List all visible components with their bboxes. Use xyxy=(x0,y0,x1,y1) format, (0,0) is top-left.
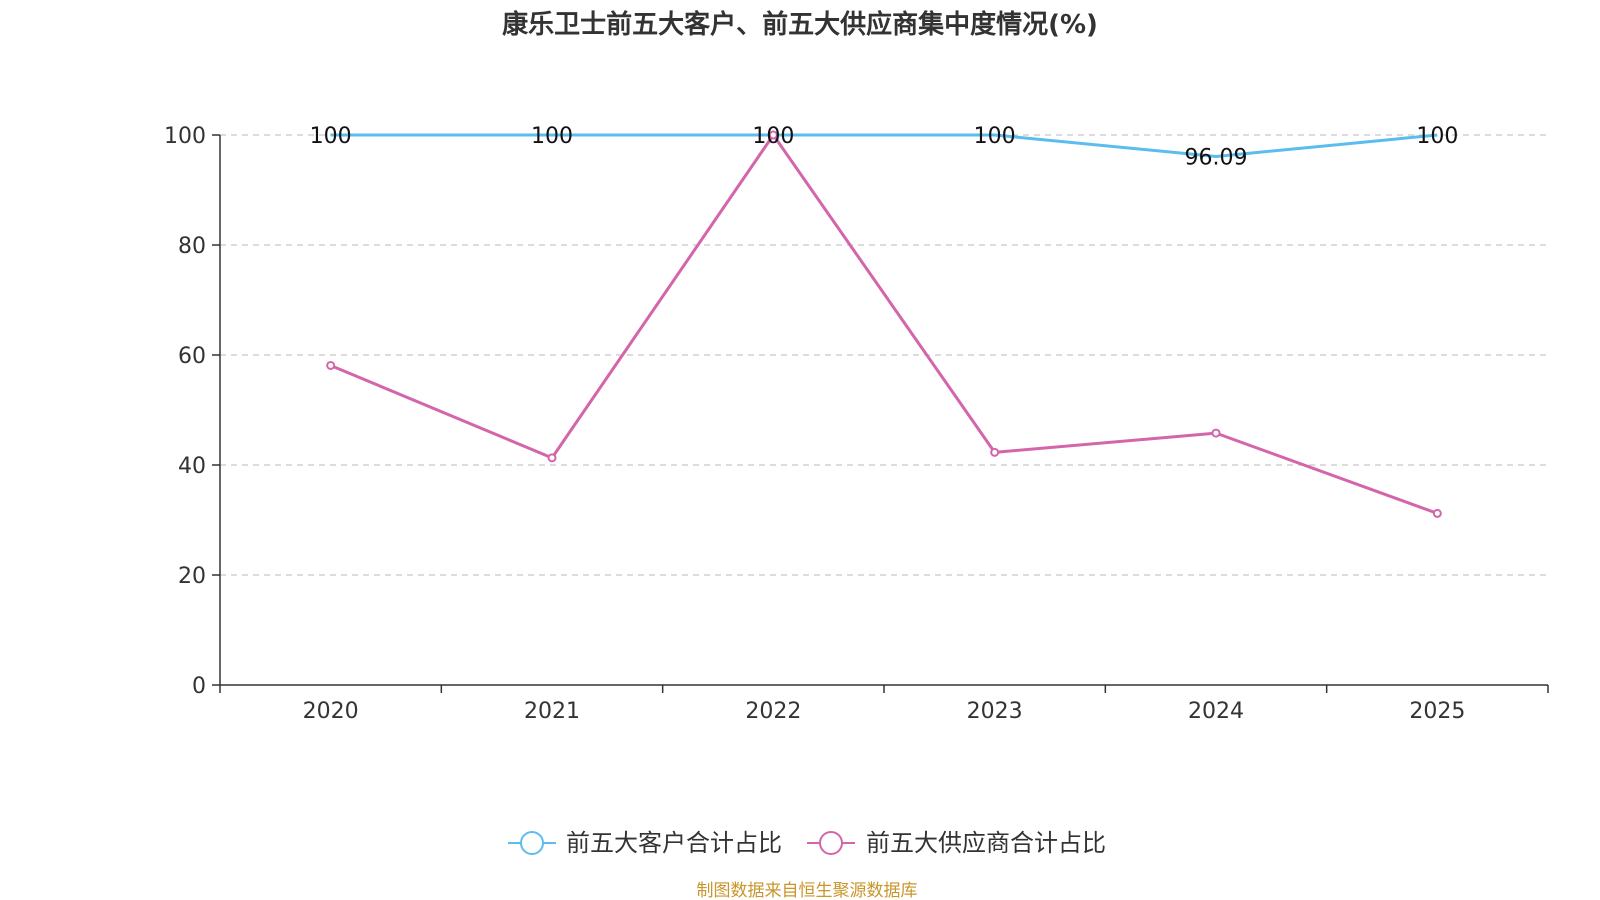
x-tick-labels: 2020 2021 2022 2023 2024 2025 xyxy=(219,685,1549,724)
x-tick-label: 2020 xyxy=(303,699,359,724)
axes xyxy=(219,135,1548,686)
data-labels: 100 100 100 100 96.09 100 xyxy=(310,124,1459,171)
data-label: 100 xyxy=(310,124,352,149)
series-point-1 xyxy=(547,453,557,463)
series-line-1 xyxy=(330,133,1438,515)
x-tick-label: 2025 xyxy=(1409,699,1465,724)
legend-label-customers: 前五大客户合计占比 xyxy=(566,829,782,857)
data-label: 100 xyxy=(974,124,1016,149)
series-line-0 xyxy=(330,133,1438,159)
y-tick-label: 60 xyxy=(178,344,206,369)
data-label: 100 xyxy=(1416,124,1458,149)
legend-marker-suppliers xyxy=(819,831,843,855)
y-tick-label: 80 xyxy=(178,234,206,259)
grid xyxy=(220,134,1548,576)
y-tick-label: 20 xyxy=(178,564,206,589)
legend[interactable]: 前五大客户合计占比 前五大供应商合计占比 xyxy=(508,829,1106,857)
legend-item-suppliers[interactable]: 前五大供应商合计占比 xyxy=(807,829,1106,857)
series-point-1 xyxy=(990,447,1000,457)
data-label: 100 xyxy=(531,124,573,149)
series-point-1 xyxy=(326,360,336,370)
x-tick-label: 2023 xyxy=(967,699,1023,724)
data-label: 100 xyxy=(752,124,794,149)
x-tick-label: 2022 xyxy=(745,699,801,724)
series-point-1 xyxy=(1211,428,1221,438)
x-tick-label: 2024 xyxy=(1188,699,1244,724)
y-tick-labels: 0 20 40 60 80 100 xyxy=(164,124,220,699)
series-point-1 xyxy=(768,130,778,140)
source-note: 制图数据来自恒生聚源数据库 xyxy=(697,881,918,900)
y-tick-label: 100 xyxy=(164,124,206,149)
legend-label-suppliers: 前五大供应商合计占比 xyxy=(866,829,1106,857)
chart-title: 康乐卫士前五大客户、前五大供应商集中度情况(%) xyxy=(502,9,1098,40)
series-layer xyxy=(326,130,1442,518)
x-tick-label: 2021 xyxy=(524,699,580,724)
series-point-1 xyxy=(1432,508,1442,518)
legend-marker-customers xyxy=(520,831,544,855)
data-label: 96.09 xyxy=(1185,146,1248,171)
legend-item-customers[interactable]: 前五大客户合计占比 xyxy=(508,829,782,857)
y-tick-label: 40 xyxy=(178,454,206,479)
y-tick-label: 0 xyxy=(192,674,206,699)
